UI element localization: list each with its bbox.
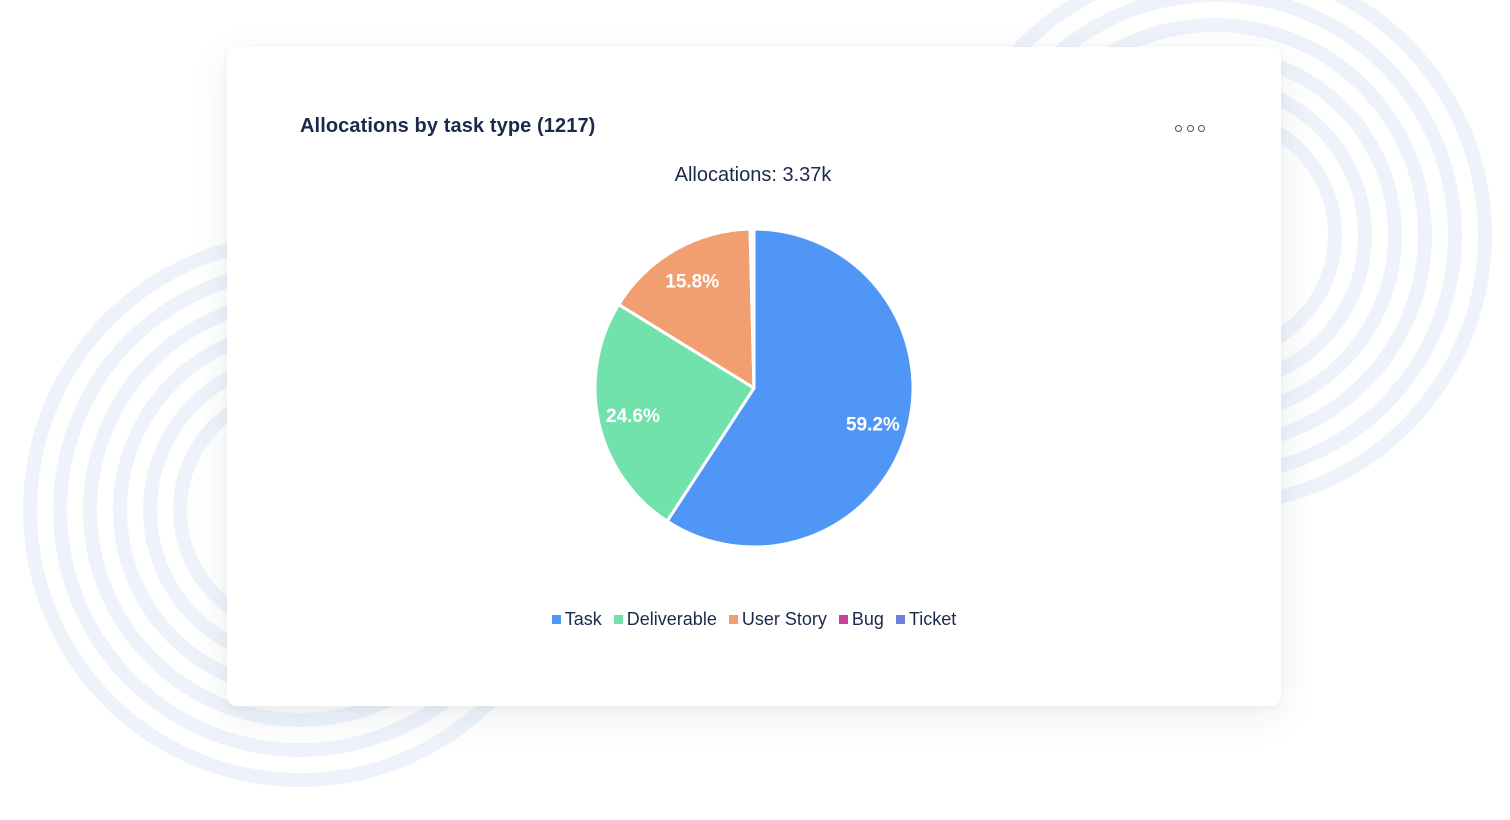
chart-legend: Task Deliverable User Story Bug Ticket xyxy=(227,609,1281,630)
pie-slice-user-story[interactable] xyxy=(617,227,756,390)
pie-chart: Allocations: 3.37k 59.2% 24.6% 15.8% xyxy=(593,164,915,549)
legend-swatch xyxy=(551,615,561,624)
legend-swatch xyxy=(613,615,623,624)
chart-title: Allocations: 3.37k xyxy=(675,164,833,186)
more-dot-icon xyxy=(1175,124,1182,132)
legend-label: Bug xyxy=(851,609,884,629)
legend-item-bug[interactable]: Bug xyxy=(838,609,884,630)
legend-item-user-story[interactable]: User Story xyxy=(728,609,827,630)
card-title: Allocations by task type (1217) xyxy=(300,115,596,137)
slice-data-label: 15.8% xyxy=(665,271,719,292)
legend-label: Task xyxy=(564,609,602,629)
pie-slice-deliverable[interactable] xyxy=(593,302,756,523)
legend-swatch xyxy=(728,615,738,624)
pie-slice-ticket[interactable] xyxy=(750,227,756,390)
slice-data-label: 59.2% xyxy=(846,414,900,435)
legend-label: Ticket xyxy=(908,609,957,629)
legend-item-task[interactable]: Task xyxy=(551,609,602,630)
legend-item-deliverable[interactable]: Deliverable xyxy=(613,609,717,630)
legend-swatch xyxy=(895,615,905,624)
more-dot-icon xyxy=(1186,124,1194,132)
more-options-button[interactable] xyxy=(1175,119,1205,137)
legend-label: User Story xyxy=(741,609,827,629)
chart-card: Allocations by task type (1217) Allocati… xyxy=(227,47,1281,706)
legend-label: Deliverable xyxy=(626,609,717,629)
more-dot-icon xyxy=(1198,124,1205,132)
slice-data-label: 24.6% xyxy=(606,406,660,427)
legend-swatch xyxy=(838,615,848,624)
pie-slice-task[interactable] xyxy=(665,227,915,549)
legend-item-ticket[interactable]: Ticket xyxy=(895,609,957,630)
